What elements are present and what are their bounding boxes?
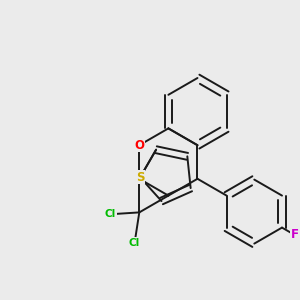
Text: O: O [134,139,144,152]
Text: Cl: Cl [105,209,116,219]
Text: Cl: Cl [129,238,140,248]
Text: S: S [136,171,144,184]
Text: F: F [290,228,298,241]
